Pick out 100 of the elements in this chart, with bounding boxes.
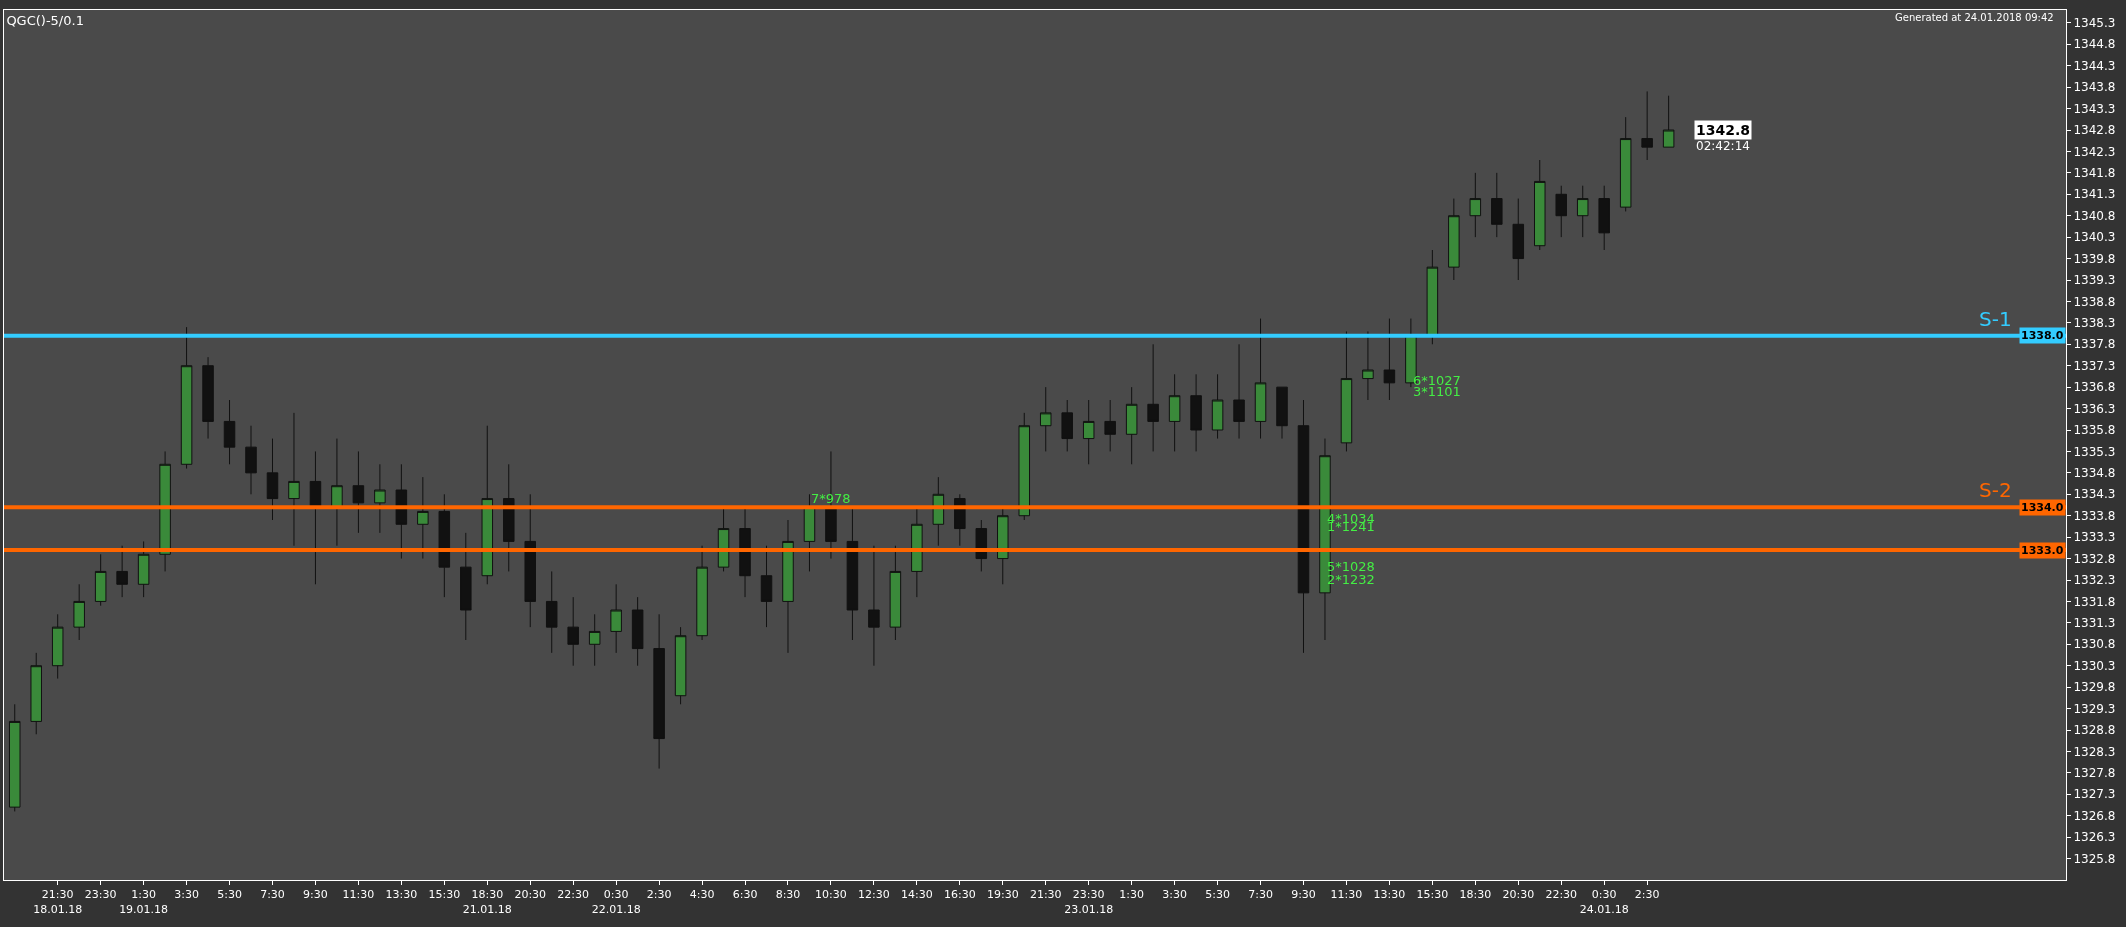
candlestick: [94, 553, 107, 607]
candlestick: [137, 540, 150, 598]
x-tick-label: 4:30: [689, 888, 715, 902]
y-tick-label: 1339.8: [2073, 251, 2116, 266]
annotation: 7*978: [811, 491, 851, 506]
x-tick-label: 9:30: [303, 888, 328, 902]
candlestick: [1662, 95, 1675, 148]
y-tick-label: 1343.8: [2073, 80, 2116, 95]
candlestick: [696, 545, 708, 641]
candlestick: [1125, 386, 1138, 465]
y-tick-label: 1340.8: [2073, 208, 2116, 223]
candlestick: [331, 438, 343, 547]
y-tick-label: 1344.3: [2073, 58, 2116, 73]
x-tick-label: 5:30: [1205, 888, 1230, 902]
candlestick: [674, 626, 687, 705]
y-tick-label: 1340.3: [2073, 230, 2116, 245]
y-tick-label: 1330.3: [2073, 658, 2116, 673]
y-tick-label: 1344.8: [2073, 37, 2116, 52]
y-tick-label: 1330.8: [2073, 637, 2116, 652]
candlestick: [1297, 399, 1310, 654]
y-tick-label: 1345.3: [2073, 16, 2116, 31]
x-tick-label: 7:30: [260, 888, 285, 902]
y-tick-label: 1339.3: [2073, 273, 2116, 288]
candlestick: [739, 506, 751, 598]
y-tick-label: 1342.3: [2073, 144, 2116, 159]
x-tick-label: 9:30: [1291, 888, 1316, 902]
annotation: 5*1028: [1327, 559, 1375, 574]
y-tick-label: 1328.8: [2073, 723, 2116, 738]
x-tick-label: 2:30: [1634, 888, 1660, 902]
y-tick-label: 1335.3: [2073, 444, 2116, 459]
y-tick-label: 1329.3: [2073, 701, 2116, 716]
y-tick-label: 1329.8: [2073, 680, 2116, 695]
x-tick-label: 22:30: [1545, 888, 1578, 902]
candlestick: [202, 356, 214, 440]
candlestick: [266, 438, 279, 521]
y-tick-label: 1335.8: [2073, 423, 2116, 438]
annotation: 1333.0: [2021, 544, 2064, 557]
ref-line-label: S-1: [1979, 307, 2012, 331]
x-tick-label: 22:30: [557, 888, 590, 902]
y-tick-label: 1327.8: [2073, 766, 2116, 781]
candlestick: [503, 463, 515, 572]
candlestick: [868, 545, 880, 667]
y-tick-label: 1333.8: [2073, 508, 2116, 523]
x-tick-label: 6:30: [732, 888, 758, 902]
candlestick: [1039, 386, 1052, 452]
candlestick: [159, 450, 171, 572]
candlestick: [30, 652, 42, 735]
candlestick: [288, 412, 300, 547]
x-tick-label: 23:30: [84, 888, 117, 902]
annotation: 1334.0: [2021, 501, 2064, 514]
candlestick: [846, 506, 859, 641]
y-tick-label: 1332.8: [2073, 551, 2116, 566]
candlestick: [1276, 386, 1288, 440]
candlestick: [1512, 198, 1525, 281]
x-tick-label: 18:30: [1459, 888, 1492, 902]
candlestick: [223, 399, 236, 465]
x-tick-label: 8:30: [775, 888, 801, 902]
y-tick-label: 1334.3: [2073, 487, 2116, 502]
y-tick-label: 1337.8: [2073, 337, 2116, 352]
candlestick: [180, 326, 193, 470]
candlestick: [1340, 330, 1353, 452]
chart-title: QGC()-5/0.1: [6, 12, 84, 28]
annotation: 1342.8: [1696, 122, 1751, 138]
x-tick-label: 11:30: [1330, 888, 1363, 902]
candlestick: [567, 596, 579, 667]
candlestick: [653, 613, 665, 770]
candlestick: [1362, 330, 1374, 401]
y-tick-label: 1336.8: [2073, 380, 2116, 395]
candlestick: [1190, 373, 1202, 452]
x-tick-label: 11:30: [342, 888, 375, 902]
candlestick: [524, 493, 536, 628]
candlestick: [1168, 373, 1181, 452]
y-tick-label: 1334.8: [2073, 466, 2116, 481]
x-tick-label: 19:30: [986, 888, 1019, 902]
y-tick-label: 1331.8: [2073, 594, 2116, 609]
candlestick: [1491, 172, 1503, 238]
candlestick: [1082, 399, 1095, 465]
candlestick: [1104, 399, 1116, 452]
candlestick: [417, 476, 429, 560]
candlestick: [911, 506, 923, 598]
candlestick: [760, 545, 773, 628]
candlestick: [631, 596, 644, 667]
candlestick: [1619, 116, 1632, 212]
x-tick-label: 14:30: [901, 888, 933, 902]
ref-line-label: S-2: [1979, 478, 2012, 502]
y-tick-label: 1328.3: [2073, 744, 2116, 759]
x-tick-label: 15:30: [428, 888, 461, 902]
x-tick-label: 13:30: [385, 888, 418, 902]
candlestick: [438, 493, 451, 598]
candlestick: [1598, 185, 1610, 251]
x-tick-label: 21:30 18.01.18: [33, 888, 83, 916]
y-tick-label: 1336.3: [2073, 401, 2116, 416]
candlestick: [460, 532, 472, 641]
y-tick-label: 1338.3: [2073, 316, 2116, 331]
annotation: Generated at 24.01.2018 09:42: [1895, 12, 2054, 23]
y-tick-label: 1343.3: [2073, 101, 2116, 116]
candlestick: [352, 450, 365, 534]
candlestick: [51, 613, 64, 680]
candlestick: [1061, 399, 1073, 452]
candlestick: [1576, 185, 1589, 238]
